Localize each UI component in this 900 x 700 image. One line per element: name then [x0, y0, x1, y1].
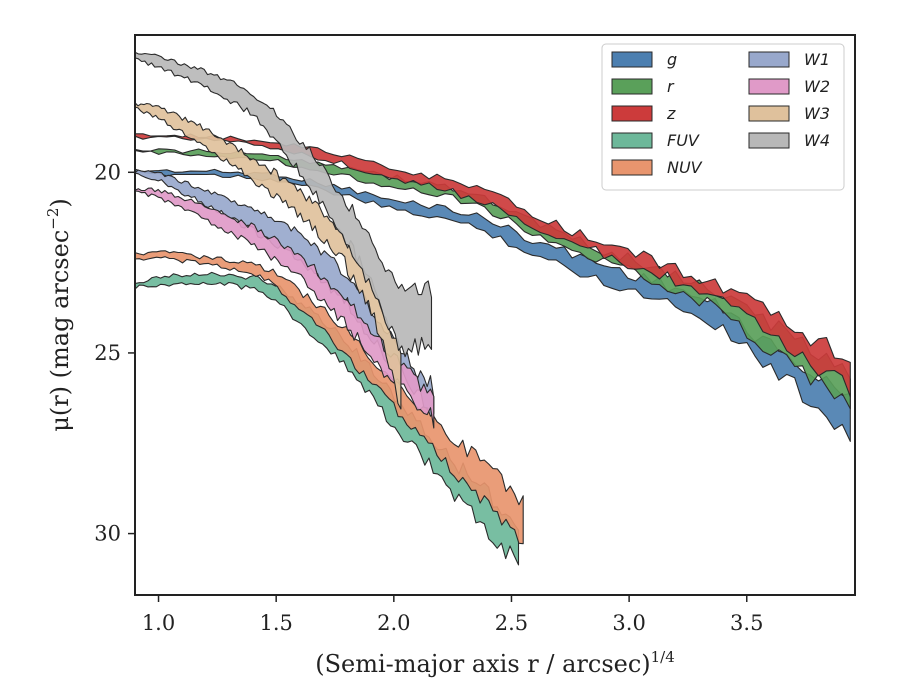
legend-swatch-w3: [748, 105, 790, 122]
legend-label-z: z: [666, 104, 676, 123]
legend-swatch-nuv: [611, 159, 653, 176]
y-axis: 20 25 30: [94, 160, 135, 546]
plot-frame: [134, 34, 856, 596]
band-z: [134, 133, 851, 398]
legend-label-w3: W3: [804, 104, 830, 123]
legend: grz FUV NUV W1 W2 W3 W4: [601, 43, 845, 191]
band-w2: [134, 187, 435, 429]
legend-label-w2: W2: [804, 77, 830, 96]
legend-label-fuv: FUV: [667, 131, 700, 150]
band-nuv: [134, 250, 524, 545]
x-tick-label: 2.5: [495, 611, 528, 635]
x-tick-label: 3.5: [730, 611, 763, 635]
y-tick-label: 30: [94, 522, 121, 546]
band-g: [134, 168, 851, 442]
x-axis: 1.0 1.5 2.0 2.5 3.0 3.5: [142, 595, 763, 635]
x-tick-label: 1.0: [142, 611, 175, 635]
band-w3: [134, 102, 402, 410]
legend-swatch-z: [611, 105, 653, 122]
legend-swatch-w4: [748, 132, 790, 149]
legend-label-r: r: [667, 77, 675, 96]
x-tick-label: 3.0: [612, 611, 645, 635]
y-tick-label: 20: [94, 160, 121, 184]
band-w4: [134, 51, 433, 358]
legend-swatch-fuv: [611, 132, 653, 149]
legend-swatch-w1: [748, 51, 790, 68]
legend-swatch-r: [611, 78, 653, 95]
legend-label-w4: W4: [804, 131, 830, 150]
legend-swatch-g: [611, 51, 653, 68]
legend-swatch-w2: [748, 78, 790, 95]
legend-label-w1: W1: [804, 50, 830, 69]
y-axis-label: μ(r) (mag arcsec−2): [44, 198, 74, 432]
y-tick-label: 25: [94, 341, 121, 365]
legend-label-nuv: NUV: [667, 158, 703, 177]
legend-label-g: g: [667, 50, 677, 69]
x-tick-label: 1.5: [259, 611, 292, 635]
x-tick-label: 2.0: [377, 611, 410, 635]
bands-layer: [134, 51, 851, 566]
x-axis-label: (Semi-major axis r / arcsec)1/4: [315, 648, 675, 678]
